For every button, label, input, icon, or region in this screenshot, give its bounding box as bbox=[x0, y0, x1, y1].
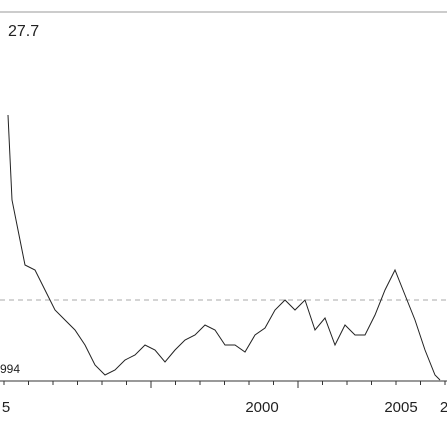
data-line bbox=[7, 114, 441, 381]
x-tick-label: 5 bbox=[2, 399, 10, 416]
x-tick-label: 2005 bbox=[384, 399, 417, 416]
value-annotation: 27.7 bbox=[8, 23, 39, 40]
x-tick-label: 2 bbox=[440, 399, 447, 416]
value-annotation: 994 bbox=[0, 362, 20, 376]
x-tick-label: 2000 bbox=[245, 399, 278, 416]
